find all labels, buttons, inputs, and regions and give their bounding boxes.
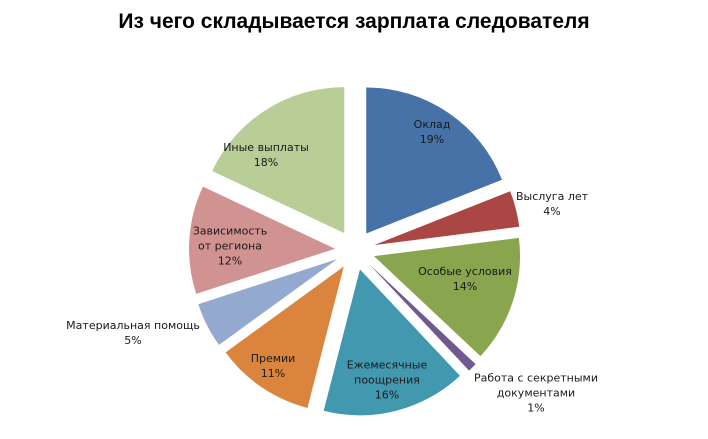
slice-label: Материальная помощь 5% bbox=[66, 318, 200, 348]
slice-label-line: Иные выплаты bbox=[223, 141, 309, 154]
slice-label-line: 18% bbox=[253, 156, 279, 169]
slice-label-line: Особые условия bbox=[418, 265, 512, 278]
slice-label: Зависимость от региона 12% bbox=[193, 224, 268, 269]
slice-label: Оклад 19% bbox=[414, 117, 451, 147]
slice-label-line: 11% bbox=[260, 367, 286, 380]
pie-slice bbox=[366, 87, 502, 234]
pie-slice bbox=[198, 259, 338, 345]
slice-label-line: поощрения bbox=[354, 373, 420, 387]
slice-label: Выслуга лет 4% bbox=[516, 189, 588, 219]
slice-label-line: Зависимость bbox=[192, 224, 268, 238]
slice-label: Особые условия 14% bbox=[418, 264, 512, 294]
slice-label-line: документами bbox=[496, 386, 576, 400]
slice-label: Премии 11% bbox=[251, 351, 296, 381]
slice-label-line: Премии bbox=[250, 352, 296, 365]
pie-slice bbox=[212, 87, 345, 234]
pie-slice bbox=[225, 266, 344, 408]
slice-label-line: 16% bbox=[374, 388, 400, 402]
slice-label-line: Ежемесячные bbox=[346, 358, 428, 372]
pie-slice bbox=[323, 269, 460, 416]
slice-label: Иные выплаты 18% bbox=[223, 140, 309, 170]
slice-label-line: Оклад bbox=[413, 118, 451, 131]
pie-slice bbox=[374, 237, 521, 357]
slice-label: Работа с секретными документами 1% bbox=[474, 371, 598, 416]
slice-label-line: Выслуга лет bbox=[515, 190, 589, 203]
slice-label-line: 19% bbox=[419, 133, 445, 146]
slice-label: Ежемесячные поощрения 16% bbox=[347, 358, 428, 403]
slice-label-line: Работа с секретными bbox=[473, 371, 599, 385]
slice-label-line: 1% bbox=[527, 401, 545, 415]
pie-slice bbox=[374, 191, 520, 246]
slice-label-line: 5% bbox=[124, 334, 142, 347]
slice-label-line: 12% bbox=[217, 254, 243, 268]
pie-slice bbox=[369, 264, 476, 371]
chart-title: Из чего складывается зарплата следовател… bbox=[118, 10, 590, 33]
slice-label-line: 4% bbox=[543, 205, 561, 218]
slice-label-line: Материальная помощь bbox=[66, 319, 200, 332]
pie-slice bbox=[189, 186, 336, 294]
slice-label-line: от региона bbox=[198, 239, 262, 253]
slice-label-line: 14% bbox=[452, 280, 478, 293]
